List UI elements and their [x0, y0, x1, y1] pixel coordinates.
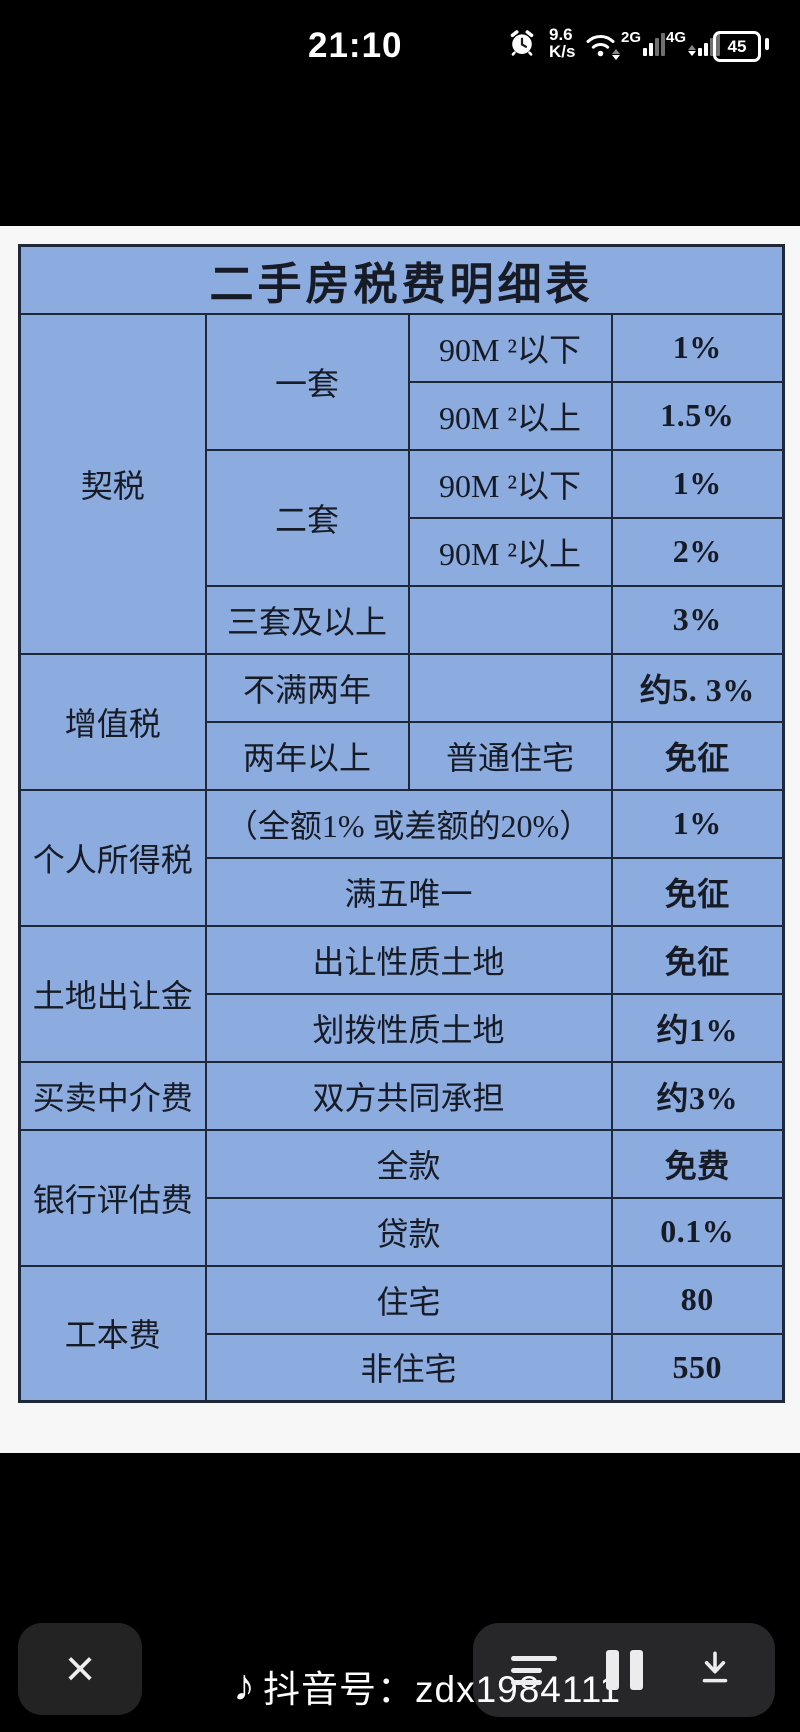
condition-cell: 贷款	[204, 1196, 613, 1267]
douyin-note-icon: ♪	[233, 1661, 255, 1710]
category-cell: 银行评估费	[18, 1128, 207, 1267]
table-row: 增值税 不满两年 约5. 3%	[18, 652, 785, 791]
watermark: ♪ 抖音号：zdx1984111	[233, 1661, 622, 1711]
category-cell: 契税	[18, 312, 207, 655]
tax-table-sheet: 二手房税费明细表 契税 一套 90M ²以下 1% 90M ²以上 1.5% 二…	[0, 226, 800, 1453]
table-row: 个人所得税 （全额1% 或差额的20%） 1%	[18, 788, 785, 927]
value-cell: 免征	[610, 924, 785, 995]
value-cell: 3%	[610, 584, 785, 655]
signal-bars-sim1-icon	[643, 30, 666, 56]
value-cell: 0.1%	[610, 1196, 785, 1267]
wifi-traffic-arrows-icon	[612, 49, 620, 60]
signal-sim2: 4G	[666, 29, 721, 56]
condition-cell	[407, 652, 613, 723]
value-cell: 免费	[610, 1128, 785, 1199]
table-title: 二手房税费明细表	[18, 244, 785, 315]
category-cell: 买卖中介费	[18, 1060, 207, 1131]
table-row: 银行评估费 全款 免费	[18, 1128, 785, 1267]
condition-cell	[407, 584, 613, 655]
data-traffic-arrows-icon	[688, 45, 697, 56]
value-cell: 约3%	[610, 1060, 785, 1131]
condition-cell: 双方共同承担	[204, 1060, 613, 1131]
condition-cell: 满五唯一	[204, 856, 613, 927]
table-row: 满五唯一 免征	[20, 856, 785, 927]
table-row: 三套及以上 3%	[20, 584, 785, 655]
pause-button[interactable]	[594, 1640, 654, 1700]
condition-cell: 三套及以上	[204, 584, 410, 655]
pause-icon	[605, 1650, 643, 1690]
table-row: 土地出让金 出让性质土地 免征	[18, 924, 785, 1063]
category-cell: 个人所得税	[18, 788, 207, 927]
value-cell: 约1%	[610, 992, 785, 1063]
condition-cell: 90M ²以下	[407, 448, 613, 519]
close-icon: ×	[64, 1640, 96, 1698]
value-cell: 免征	[610, 856, 785, 927]
wifi-icon	[584, 32, 617, 63]
table-row: 工本费 住宅 80	[18, 1264, 785, 1403]
playlist-lines-icon	[510, 1655, 557, 1685]
category-cell: 土地出让金	[18, 924, 207, 1063]
watermark-id: zdx1984111	[415, 1669, 622, 1710]
value-cell: 免征	[610, 720, 785, 791]
condition-cell: 出让性质土地	[204, 924, 613, 995]
sim1-network-label: 2G	[621, 29, 642, 46]
condition-cell: 两年以上	[204, 720, 410, 791]
network-speed-value: 9.6	[549, 25, 573, 44]
network-speed-unit: K/s	[549, 42, 576, 61]
watermark-label: 抖音号：	[263, 1669, 415, 1710]
value-cell: 1.5%	[610, 380, 785, 451]
table-row: 贷款 0.1%	[20, 1196, 785, 1267]
table-row: 二套 90M ²以下 1%	[20, 448, 785, 587]
condition-cell: 划拨性质土地	[204, 992, 613, 1063]
battery-nub-icon	[765, 38, 769, 50]
battery-percent: 45	[727, 36, 747, 56]
value-cell: 550	[610, 1332, 785, 1403]
condition-cell: 普通住宅	[407, 720, 613, 791]
table-row: 90M ²以上 2%	[20, 516, 785, 587]
condition-cell: 住宅	[204, 1264, 613, 1335]
download-button[interactable]	[685, 1640, 745, 1700]
value-cell: 80	[610, 1264, 785, 1335]
value-cell: 1%	[610, 448, 785, 519]
table-row: 契税 一套 90M ²以下 1%	[18, 312, 785, 655]
status-bar: 21:10 9.6 K/s 2G 4G	[0, 0, 800, 80]
table-row: 90M ²以上 1.5%	[20, 380, 785, 451]
condition-cell: （全额1% 或差额的20%）	[204, 788, 613, 859]
category-cell: 工本费	[18, 1264, 207, 1403]
category-cell: 增值税	[18, 652, 207, 791]
table-row: 非住宅 550	[20, 1332, 785, 1403]
signal-bars-sim2-icon	[698, 30, 721, 56]
close-button[interactable]: ×	[18, 1623, 142, 1715]
battery-icon: 45	[713, 31, 761, 62]
table-row: 二手房税费明细表	[18, 244, 785, 315]
value-cell: 1%	[610, 788, 785, 859]
tax-table: 二手房税费明细表 契税 一套 90M ²以下 1% 90M ²以上 1.5% 二…	[18, 244, 785, 1403]
playlist-button[interactable]	[504, 1640, 564, 1700]
network-speed: 9.6 K/s	[549, 26, 575, 60]
condition-cell: 一套	[204, 312, 410, 451]
condition-cell: 全款	[204, 1128, 613, 1199]
condition-cell: 二套	[204, 448, 410, 587]
condition-cell: 不满两年	[204, 652, 410, 723]
condition-cell: 90M ²以上	[407, 380, 613, 451]
table-row: 划拨性质土地 约1%	[20, 992, 785, 1063]
condition-cell: 90M ²以上	[407, 516, 613, 587]
alarm-clock-icon	[508, 29, 536, 62]
value-cell: 2%	[610, 516, 785, 587]
condition-cell: 90M ²以下	[407, 312, 613, 383]
value-cell: 1%	[610, 312, 785, 383]
table-row: 买卖中介费 双方共同承担 约3%	[18, 1060, 785, 1131]
clock-time: 21:10	[308, 26, 403, 65]
value-cell: 约5. 3%	[610, 652, 785, 723]
signal-sim1: 2G	[621, 29, 666, 56]
download-icon	[694, 1647, 736, 1694]
sim2-network-label: 4G	[666, 29, 687, 46]
player-controls	[473, 1623, 775, 1717]
table-row: 两年以上 普通住宅 免征	[20, 720, 785, 791]
condition-cell: 非住宅	[204, 1332, 613, 1403]
